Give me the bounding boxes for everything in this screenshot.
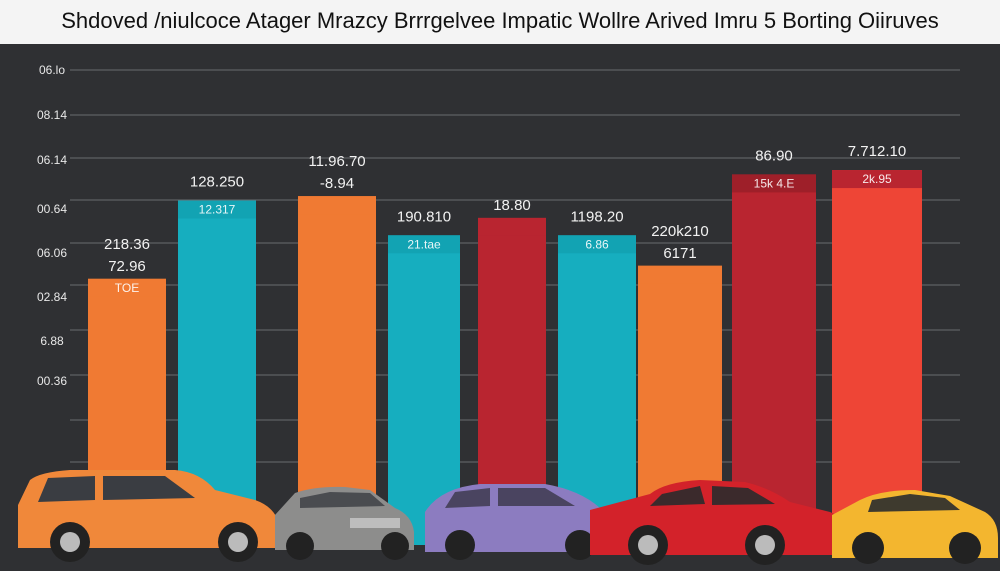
bar-top-label: 86.90 (755, 147, 793, 164)
bar-cap (298, 196, 376, 215)
bar-inside-label: 6.86 (585, 237, 609, 251)
bar-inside-label: 21.tae (407, 237, 441, 251)
bar-cap (478, 217, 546, 236)
y-tick-label: 06.06 (37, 246, 67, 260)
bar-cap (178, 200, 256, 219)
y-tick-label: 00.64 (37, 202, 67, 216)
grey-sedan-image (275, 486, 414, 560)
bar-top-label: 11.96.70 (308, 153, 365, 170)
bar (832, 170, 922, 546)
bar-cap (832, 170, 922, 189)
y-tick-label: 06.lo (39, 63, 65, 77)
bar-cap-label: 72.96 (108, 258, 146, 275)
bar-cap (88, 278, 166, 297)
purple-coupe-image (425, 484, 640, 560)
y-axis-ticks: 06.lo 08.14 06.14 00.64 06.06 02.84 6.88 00.36 (37, 63, 67, 388)
bar-top-label: 220k210 (651, 223, 709, 240)
yellow-sports-car-image (832, 490, 998, 564)
bar-cap (732, 174, 816, 193)
bar-top-label: 218.36 (104, 236, 150, 253)
bar-inside-label: 12.317 (199, 203, 236, 217)
bar-top-label: 7.712.10 (848, 143, 906, 160)
bar-inside-label: 15k 4.E (754, 176, 795, 190)
chart-title: Shdoved /niulcoce Atager Mrazcy Brrrgelv… (61, 8, 939, 33)
orange-minivan-image (18, 470, 280, 562)
y-tick-label: 00.36 (37, 374, 67, 388)
bar-cap (558, 235, 636, 254)
bar-cap-label: 6171 (663, 245, 696, 262)
bar-inside-label: 2k.95 (862, 172, 892, 186)
bar-cap (388, 235, 460, 254)
cars-illustration (18, 470, 998, 565)
bar-labels: 218.36 72.96 TOE 128.250 12.317 11.96.70 -8.94… (104, 143, 906, 295)
bar-cap-label: -8.94 (320, 175, 354, 192)
y-tick-label: 08.14 (37, 108, 67, 122)
title-band (0, 0, 1000, 44)
bar (298, 196, 376, 545)
bar-cap-label: 18.80 (493, 197, 531, 214)
y-tick-label: 6.88 (40, 334, 64, 348)
bar-top-label: 190.810 (397, 208, 451, 225)
bar-inside-label: TOE (115, 281, 139, 295)
red-sedan-image (590, 480, 850, 565)
bar-top-label: 1198.20 (570, 208, 623, 225)
bar-top-label: 128.250 (190, 174, 244, 191)
bar-cap (638, 265, 722, 284)
y-tick-label: 06.14 (37, 153, 67, 167)
y-tick-label: 02.84 (37, 290, 67, 304)
